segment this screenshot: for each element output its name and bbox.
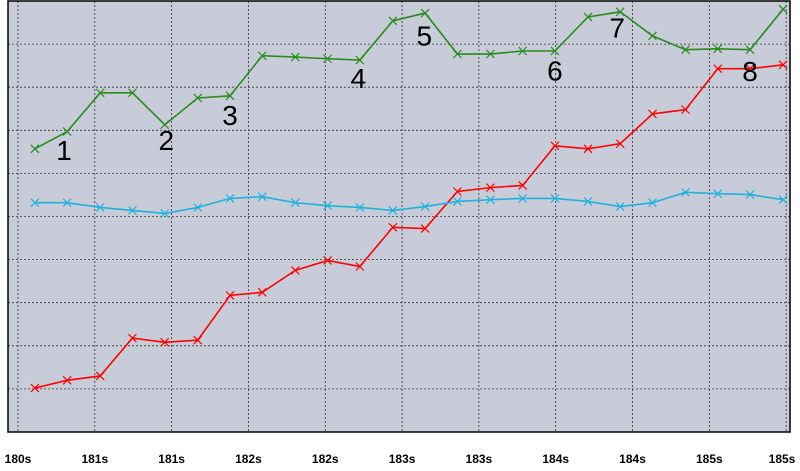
marker bbox=[550, 46, 560, 56]
marker bbox=[355, 55, 365, 65]
marker bbox=[30, 198, 40, 208]
marker bbox=[452, 196, 462, 206]
marker bbox=[778, 4, 788, 14]
marker bbox=[583, 196, 593, 206]
marker bbox=[518, 46, 528, 56]
marker bbox=[160, 209, 170, 218]
marker bbox=[648, 198, 657, 208]
annotation: 3 bbox=[222, 100, 238, 131]
marker bbox=[615, 139, 625, 149]
annotation: 8 bbox=[742, 56, 758, 87]
x-tick-label: 183s bbox=[466, 452, 493, 466]
marker bbox=[193, 203, 203, 212]
marker bbox=[745, 45, 755, 55]
marker bbox=[778, 60, 788, 70]
marker bbox=[225, 290, 235, 300]
marker bbox=[257, 287, 267, 297]
marker bbox=[30, 383, 40, 393]
x-tick-label: 181s bbox=[158, 452, 185, 466]
marker bbox=[745, 64, 755, 74]
marker bbox=[420, 8, 430, 18]
marker bbox=[485, 195, 495, 205]
series-line bbox=[34, 8, 784, 150]
marker bbox=[257, 192, 267, 202]
marker bbox=[62, 198, 72, 208]
marker bbox=[778, 195, 788, 205]
marker bbox=[355, 203, 365, 212]
x-tick-label: 180s bbox=[5, 452, 32, 466]
x-tick-label: 181s bbox=[81, 452, 108, 466]
x-tick-label: 185s bbox=[696, 452, 723, 466]
marker bbox=[160, 120, 170, 130]
marker bbox=[95, 371, 105, 381]
marker bbox=[420, 202, 430, 212]
marker bbox=[323, 54, 332, 64]
marker bbox=[95, 88, 105, 98]
x-tick-label: 184s bbox=[619, 452, 646, 466]
marker bbox=[648, 109, 657, 119]
plot-border bbox=[7, 0, 791, 433]
annotation: 6 bbox=[547, 55, 563, 86]
plot-area bbox=[8, 1, 790, 432]
annotation: 5 bbox=[417, 20, 433, 51]
marker bbox=[681, 105, 690, 115]
marker bbox=[615, 7, 625, 17]
marker bbox=[518, 181, 528, 190]
marker bbox=[30, 144, 40, 154]
marker bbox=[681, 45, 690, 55]
marker bbox=[193, 93, 203, 103]
marker bbox=[452, 187, 462, 196]
marker bbox=[257, 51, 267, 61]
marker bbox=[648, 31, 657, 41]
marker bbox=[128, 206, 137, 215]
x-tick-label: 182s bbox=[312, 452, 339, 466]
marker bbox=[290, 265, 300, 275]
marker bbox=[355, 262, 365, 271]
x-tick-label: 184s bbox=[542, 452, 569, 466]
x-tick-label: 182s bbox=[235, 452, 262, 466]
marker bbox=[583, 12, 593, 22]
marker bbox=[388, 222, 398, 232]
marker bbox=[485, 49, 495, 59]
marker bbox=[290, 52, 300, 62]
x-tick-label: 185s bbox=[769, 452, 796, 466]
series-line bbox=[34, 191, 784, 215]
marker bbox=[550, 141, 560, 151]
series-line bbox=[34, 63, 784, 389]
marker bbox=[128, 333, 137, 343]
marker bbox=[583, 144, 593, 154]
marker bbox=[323, 201, 332, 211]
marker bbox=[225, 91, 235, 101]
marker bbox=[95, 203, 105, 212]
x-tick-label: 183s bbox=[389, 452, 416, 466]
marker bbox=[225, 193, 235, 203]
marker bbox=[452, 49, 462, 59]
marker bbox=[388, 206, 398, 215]
marker bbox=[62, 127, 72, 137]
marker bbox=[160, 337, 170, 347]
marker bbox=[518, 193, 528, 203]
annotation: 7 bbox=[609, 12, 625, 43]
marker bbox=[713, 189, 723, 199]
marker bbox=[128, 88, 137, 98]
marker bbox=[713, 64, 723, 74]
annotation: 4 bbox=[350, 63, 366, 94]
marker bbox=[681, 187, 690, 197]
marker bbox=[615, 202, 625, 212]
marker bbox=[420, 224, 430, 233]
marker bbox=[745, 190, 755, 199]
marker bbox=[485, 183, 495, 193]
marker bbox=[713, 44, 723, 54]
marker bbox=[62, 375, 72, 385]
marker bbox=[388, 16, 398, 26]
marker bbox=[290, 198, 300, 208]
annotation: 1 bbox=[56, 135, 72, 166]
marker bbox=[550, 193, 560, 203]
marker bbox=[323, 256, 332, 265]
marker bbox=[193, 335, 203, 345]
annotation: 2 bbox=[158, 125, 174, 156]
